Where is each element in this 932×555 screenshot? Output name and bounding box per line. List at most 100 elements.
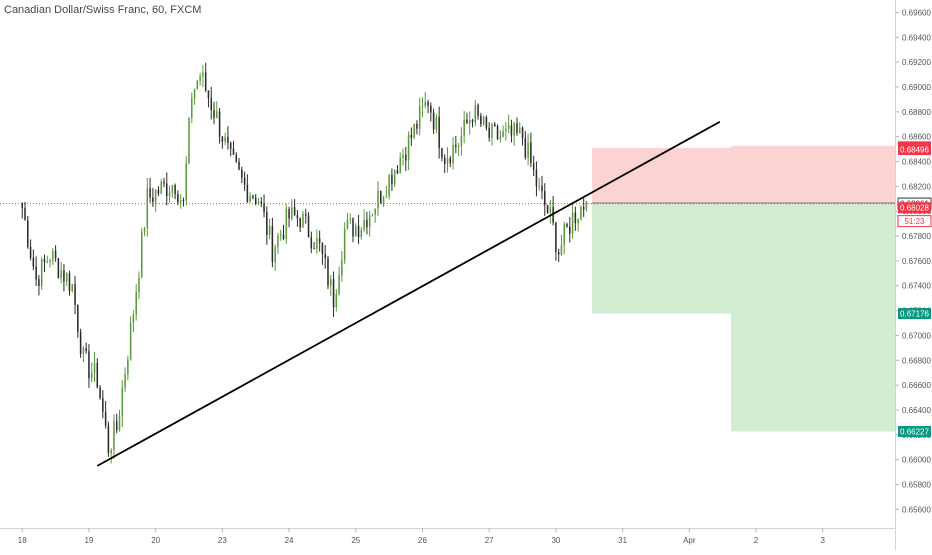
candle-body[interactable] bbox=[463, 119, 465, 136]
candle-body[interactable] bbox=[104, 411, 107, 426]
candle-body[interactable] bbox=[254, 197, 257, 205]
candle-body[interactable] bbox=[127, 359, 129, 375]
candle-body[interactable] bbox=[40, 259, 43, 287]
candle-body[interactable] bbox=[299, 218, 301, 228]
candle-body[interactable] bbox=[516, 123, 518, 133]
candle-body[interactable] bbox=[157, 189, 160, 194]
candle-body[interactable] bbox=[291, 207, 293, 219]
candle-body[interactable] bbox=[285, 209, 288, 239]
candle-body[interactable] bbox=[110, 450, 112, 454]
candle-body[interactable] bbox=[74, 284, 76, 305]
candle-body[interactable] bbox=[349, 218, 351, 220]
candle-body[interactable] bbox=[329, 279, 332, 286]
candle-body[interactable] bbox=[482, 117, 485, 125]
candle-body[interactable] bbox=[79, 331, 82, 354]
candle-body[interactable] bbox=[302, 213, 304, 228]
candle-body[interactable] bbox=[355, 225, 357, 237]
candle-body[interactable] bbox=[204, 72, 207, 91]
candle-body[interactable] bbox=[569, 226, 571, 234]
trendline[interactable] bbox=[96, 120, 721, 467]
candle-body[interactable] bbox=[268, 226, 271, 235]
candle-body[interactable] bbox=[563, 224, 566, 246]
candle-body[interactable] bbox=[477, 105, 479, 116]
candle-body[interactable] bbox=[416, 123, 418, 129]
candle-body[interactable] bbox=[338, 275, 340, 294]
candle-body[interactable] bbox=[129, 322, 132, 360]
candle-body[interactable] bbox=[310, 237, 313, 249]
candle-body[interactable] bbox=[468, 120, 471, 124]
candle-body[interactable] bbox=[199, 76, 201, 81]
candle-body[interactable] bbox=[213, 109, 215, 118]
candle-body[interactable] bbox=[577, 219, 579, 224]
candle-body[interactable] bbox=[185, 163, 187, 201]
candle-body[interactable] bbox=[368, 215, 371, 228]
candle-body[interactable] bbox=[360, 229, 363, 237]
candle-body[interactable] bbox=[457, 146, 460, 148]
candle-body[interactable] bbox=[288, 209, 290, 219]
candle-body[interactable] bbox=[77, 304, 79, 332]
candle-body[interactable] bbox=[210, 97, 213, 110]
candle-body[interactable] bbox=[544, 191, 546, 205]
candle-body[interactable] bbox=[538, 185, 540, 187]
candle-body[interactable] bbox=[530, 142, 532, 164]
candle-body[interactable] bbox=[149, 188, 151, 198]
candle-body[interactable] bbox=[399, 157, 402, 174]
candle-body[interactable] bbox=[346, 219, 349, 229]
candle-body[interactable] bbox=[413, 123, 415, 138]
candle-body[interactable] bbox=[374, 208, 376, 215]
candle-body[interactable] bbox=[388, 174, 390, 197]
candle-body[interactable] bbox=[327, 258, 329, 286]
candle-body[interactable] bbox=[480, 115, 482, 125]
candle-body[interactable] bbox=[188, 118, 190, 164]
candle-body[interactable] bbox=[68, 273, 71, 292]
candle-body[interactable] bbox=[446, 158, 449, 164]
candle-body[interactable] bbox=[318, 238, 321, 244]
candle-body[interactable] bbox=[46, 262, 49, 264]
candle-body[interactable] bbox=[546, 204, 549, 213]
candle-body[interactable] bbox=[207, 90, 210, 98]
candle-body[interactable] bbox=[85, 348, 87, 352]
candle-body[interactable] bbox=[332, 279, 335, 308]
candle-body[interactable] bbox=[443, 157, 446, 164]
candle-body[interactable] bbox=[241, 169, 243, 178]
candle-body[interactable] bbox=[143, 228, 146, 232]
candle-body[interactable] bbox=[466, 119, 468, 124]
candle-body[interactable] bbox=[455, 145, 457, 148]
candle-body[interactable] bbox=[138, 277, 140, 293]
candle-body[interactable] bbox=[571, 212, 574, 234]
candle-body[interactable] bbox=[485, 117, 488, 128]
candle-body[interactable] bbox=[115, 421, 118, 431]
candle-body[interactable] bbox=[574, 212, 577, 224]
candle-body[interactable] bbox=[541, 185, 543, 192]
candle-body[interactable] bbox=[505, 128, 507, 132]
candle-body[interactable] bbox=[168, 192, 171, 197]
risk-zone[interactable] bbox=[731, 145, 895, 204]
candle-body[interactable] bbox=[407, 134, 410, 161]
candle-body[interactable] bbox=[424, 101, 427, 106]
reward-zone[interactable] bbox=[592, 203, 732, 314]
candle-body[interactable] bbox=[221, 136, 224, 142]
candle-body[interactable] bbox=[560, 245, 563, 255]
candle-body[interactable] bbox=[418, 106, 421, 129]
candle-body[interactable] bbox=[249, 196, 251, 202]
candle-body[interactable] bbox=[377, 190, 379, 209]
candle-body[interactable] bbox=[218, 111, 221, 137]
candle-body[interactable] bbox=[380, 190, 382, 204]
candle-body[interactable] bbox=[452, 145, 454, 164]
candle-body[interactable] bbox=[82, 348, 85, 354]
candle-body[interactable] bbox=[449, 158, 452, 164]
candle-body[interactable] bbox=[430, 105, 432, 113]
candle-body[interactable] bbox=[566, 224, 568, 227]
candle-body[interactable] bbox=[296, 215, 299, 219]
candle-body[interactable] bbox=[121, 387, 124, 417]
candle-body[interactable] bbox=[274, 247, 276, 262]
candle-body[interactable] bbox=[227, 136, 229, 144]
candle-body[interactable] bbox=[391, 174, 393, 185]
candle-body[interactable] bbox=[491, 123, 493, 138]
candle-body[interactable] bbox=[191, 97, 193, 119]
candle-body[interactable] bbox=[135, 292, 137, 315]
candle-body[interactable] bbox=[460, 135, 463, 147]
candle-body[interactable] bbox=[488, 127, 490, 138]
candle-body[interactable] bbox=[38, 279, 40, 287]
